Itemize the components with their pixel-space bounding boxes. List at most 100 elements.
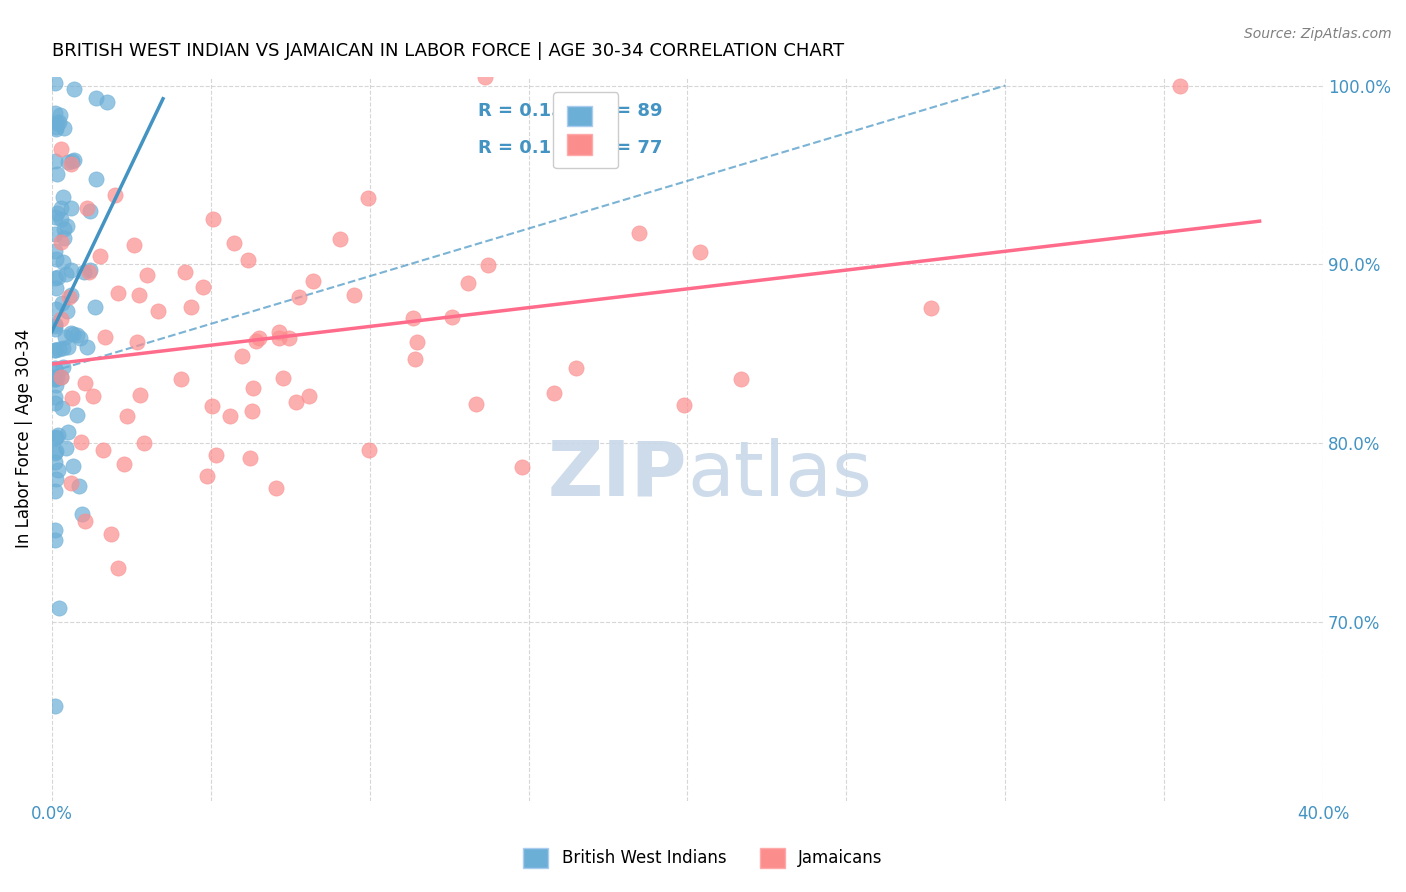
- Point: [60, 263, 83, 277]
- Text: R = 0.112   N = 77: R = 0.112 N = 77: [478, 138, 662, 157]
- Point: [49, 211, 72, 226]
- Point: [76, 202, 98, 216]
- Point: [44, 533, 66, 548]
- Point: [69, 435, 91, 450]
- Point: [76, 340, 98, 354]
- Text: atlas: atlas: [688, 438, 872, 512]
- Point: [49, 108, 72, 122]
- Point: [104, 188, 127, 202]
- Point: [77, 265, 100, 279]
- Point: [44, 319, 66, 334]
- Text: R = 0.157   N = 89: R = 0.157 N = 89: [478, 103, 662, 120]
- Point: [245, 334, 267, 349]
- Point: [62, 459, 84, 474]
- Point: [59, 288, 82, 302]
- Point: [264, 482, 287, 496]
- Point: [45, 280, 67, 294]
- Point: [114, 457, 136, 471]
- Point: [1168, 78, 1191, 93]
- Point: [52, 255, 75, 269]
- Point: [465, 397, 488, 411]
- Point: [287, 290, 309, 304]
- Point: [55, 267, 77, 281]
- Point: [730, 371, 752, 385]
- Point: [45, 252, 67, 267]
- Point: [44, 61, 66, 75]
- Point: [689, 245, 711, 260]
- Point: [45, 61, 67, 75]
- Point: [53, 222, 76, 236]
- Point: [236, 253, 259, 268]
- Point: [44, 523, 66, 537]
- Text: ZIP: ZIP: [548, 438, 688, 512]
- Point: [44, 322, 66, 336]
- Point: [58, 340, 80, 354]
- Point: [477, 258, 499, 272]
- Point: [44, 431, 66, 445]
- Point: [201, 399, 224, 413]
- Point: [45, 378, 67, 392]
- Point: [565, 360, 588, 375]
- Point: [84, 91, 107, 105]
- Point: [44, 227, 66, 241]
- Point: [44, 343, 66, 357]
- Point: [63, 82, 86, 96]
- Point: [222, 235, 245, 250]
- Point: [51, 295, 73, 310]
- Point: [231, 349, 253, 363]
- Point: [174, 265, 197, 279]
- Point: [627, 226, 650, 240]
- Point: [62, 326, 84, 341]
- Point: [240, 404, 263, 418]
- Point: [45, 472, 67, 486]
- Point: [94, 329, 117, 343]
- Point: [125, 334, 148, 349]
- Point: [44, 361, 66, 376]
- Point: [73, 265, 96, 279]
- Point: [52, 190, 75, 204]
- Point: [44, 317, 66, 331]
- Point: [238, 451, 260, 466]
- Point: [63, 153, 86, 167]
- Point: [285, 394, 308, 409]
- Point: [343, 288, 366, 302]
- Point: [44, 372, 66, 386]
- Point: [195, 468, 218, 483]
- Point: [578, 130, 600, 145]
- Point: [271, 371, 294, 385]
- Point: [107, 561, 129, 575]
- Point: [48, 114, 70, 128]
- Point: [269, 331, 291, 345]
- Point: [100, 527, 122, 541]
- Point: [45, 301, 67, 316]
- Point: [44, 364, 66, 378]
- Point: [44, 484, 66, 499]
- Point: [249, 331, 271, 345]
- Point: [170, 372, 193, 386]
- Point: [58, 425, 80, 439]
- Point: [79, 203, 101, 218]
- Point: [115, 409, 138, 424]
- Point: [75, 376, 97, 390]
- Point: [45, 205, 67, 219]
- Point: [59, 156, 82, 170]
- Point: [53, 330, 76, 344]
- Point: [44, 396, 66, 410]
- Text: BRITISH WEST INDIAN VS JAMAICAN IN LABOR FORCE | AGE 30-34 CORRELATION CHART: BRITISH WEST INDIAN VS JAMAICAN IN LABOR…: [52, 42, 844, 60]
- Point: [46, 463, 69, 477]
- Text: Source: ZipAtlas.com: Source: ZipAtlas.com: [1244, 27, 1392, 41]
- Point: [66, 328, 89, 343]
- Point: [96, 95, 118, 110]
- Point: [69, 331, 91, 345]
- Point: [543, 385, 565, 400]
- Point: [44, 105, 66, 120]
- Point: [44, 343, 66, 358]
- Point: [440, 310, 463, 324]
- Point: [672, 398, 695, 412]
- Point: [60, 476, 83, 491]
- Point: [58, 290, 80, 304]
- Point: [46, 116, 69, 130]
- Point: [44, 699, 66, 714]
- Point: [51, 235, 73, 250]
- Point: [148, 303, 170, 318]
